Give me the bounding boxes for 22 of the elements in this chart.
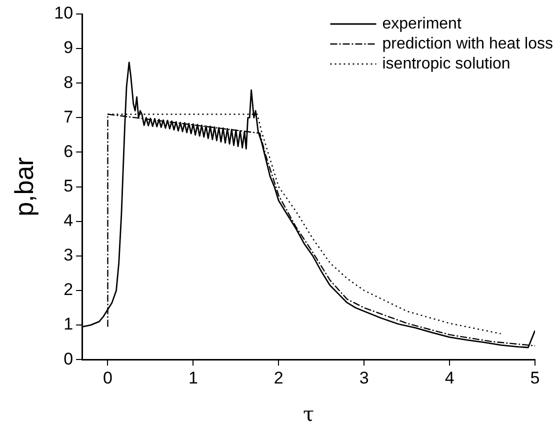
x-tick-label: 5 (530, 368, 540, 388)
x-tick-label: 1 (188, 368, 198, 388)
x-tick-label: 3 (359, 368, 369, 388)
y-axis-title: p,bar (8, 156, 39, 216)
x-tick-label: 2 (274, 368, 284, 388)
y-tick-label: 2 (64, 280, 74, 300)
y-tick-label: 10 (54, 4, 74, 23)
x-axis-title: τ (303, 402, 314, 426)
legend-label: experiment (382, 15, 462, 32)
y-tick-label: 4 (64, 211, 74, 230)
y-tick-label: 8 (64, 72, 74, 92)
y-tick-label: 6 (64, 142, 74, 161)
legend-label: isentropic solution (382, 55, 510, 72)
y-tick-label: 7 (64, 107, 74, 126)
y-tick-label: 0 (64, 349, 74, 368)
x-tick-label: 4 (444, 368, 454, 388)
x-tick-label: 0 (103, 368, 112, 388)
y-tick-label: 3 (64, 246, 74, 265)
y-tick-label: 1 (64, 314, 74, 334)
y-tick-label: 9 (64, 38, 74, 58)
legend-label: prediction with heat loss (382, 35, 554, 52)
y-tick-label: 5 (64, 176, 74, 196)
